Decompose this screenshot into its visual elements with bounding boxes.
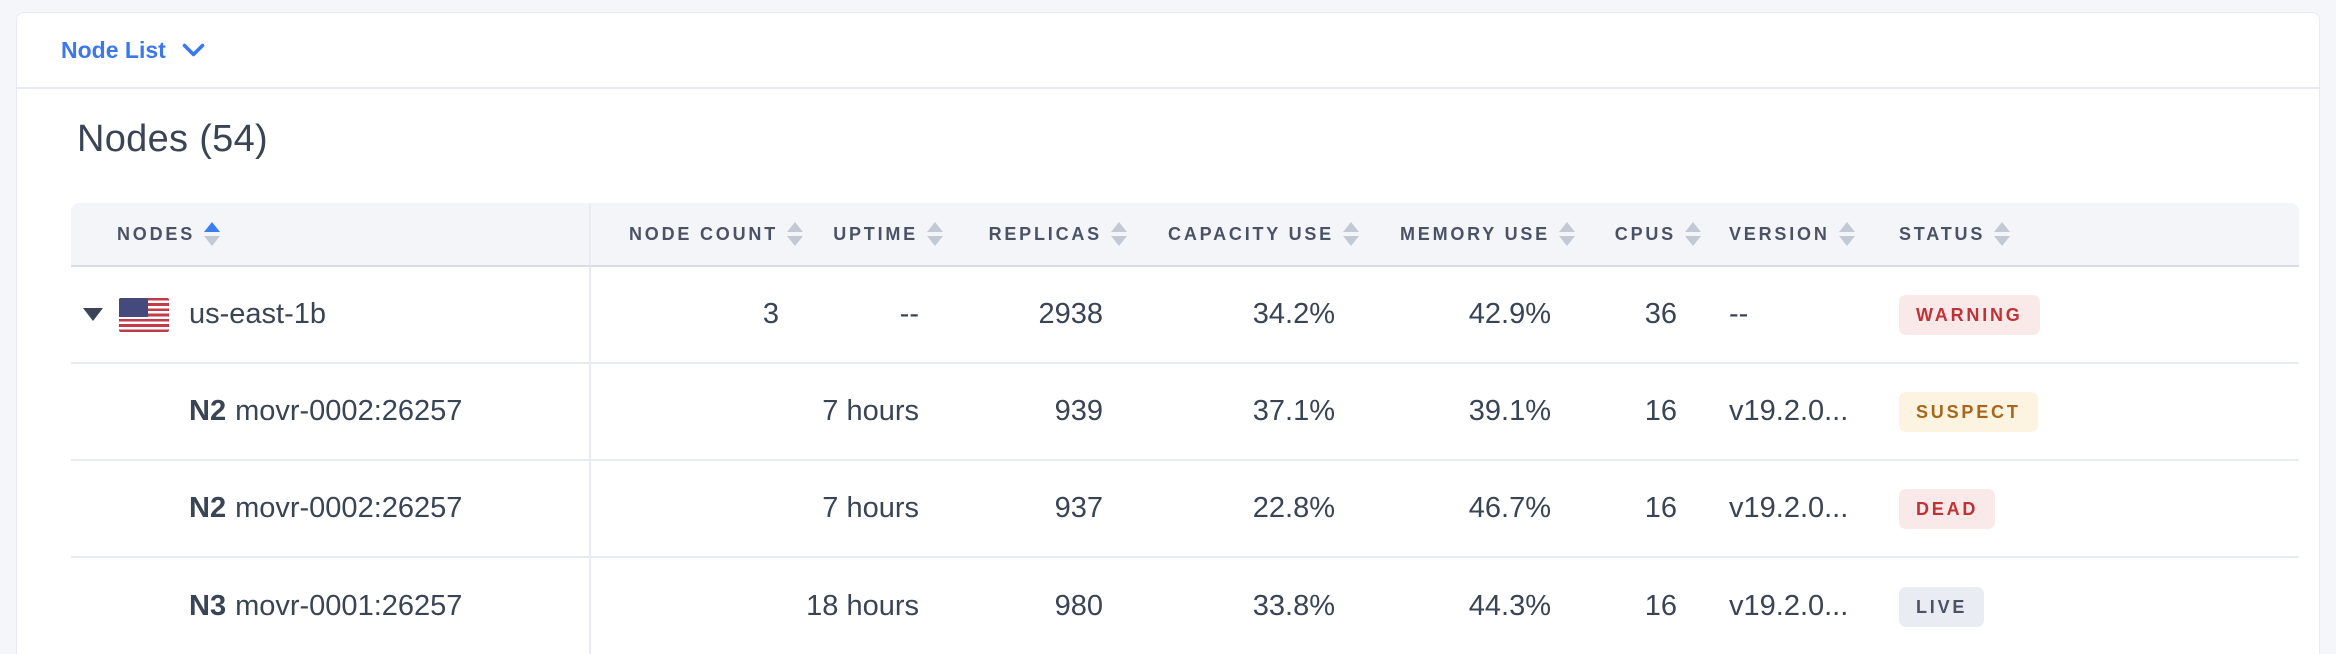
region-row: us-east-1b 3 -- 2938 34.2% 42.9% 36 -- WARNING	[71, 267, 2299, 364]
status-badge-warning: WARNING	[1899, 294, 2040, 335]
cell-replicas: 937	[945, 461, 1129, 558]
sort-icon	[787, 222, 803, 246]
nodes-table: NODES NODE COUNT UPTIME REPLICAS CAPACITY US…	[71, 203, 2299, 654]
cell-nodes: N3 movr-0001:26257	[71, 558, 591, 654]
column-header-status[interactable]: STATUS	[1873, 203, 2299, 267]
cell-node-count	[591, 461, 805, 558]
node-address[interactable]: movr-0002:26257	[235, 395, 463, 427]
us-flag-icon	[119, 297, 169, 332]
node-row: N2 movr-0002:26257 7 hours 939 37.1% 39.1% 16 v…	[71, 364, 2299, 461]
card-body: Nodes (54) NODES NODE COUNT UPTIME REPLICAS…	[17, 117, 2319, 654]
cell-node-count	[591, 558, 805, 654]
node-row: N2 movr-0002:26257 7 hours 937 22.8% 46.7% 16 v…	[71, 461, 2299, 558]
column-label-status: STATUS	[1899, 223, 1986, 244]
node-list-dropdown[interactable]: Node List	[61, 37, 205, 64]
chevron-down-icon	[182, 43, 205, 56]
cell-nodes: N2 movr-0002:26257	[71, 461, 591, 558]
cell-cpus: 16	[1577, 558, 1703, 654]
column-header-nodes[interactable]: NODES	[71, 203, 591, 267]
sort-icon	[1343, 222, 1359, 246]
status-badge-suspect: SUSPECT	[1899, 391, 2038, 432]
cell-version: --	[1703, 267, 1873, 364]
cell-capacity-use: 22.8%	[1129, 461, 1361, 558]
column-header-cpus[interactable]: CPUS	[1577, 203, 1703, 267]
column-label-memory_use: MEMORY USE	[1399, 223, 1550, 244]
column-header-capacity_use[interactable]: CAPACITY USE	[1129, 203, 1361, 267]
cell-status: SUSPECT	[1873, 364, 2299, 461]
column-label-replicas: REPLICAS	[988, 223, 1102, 244]
cell-nodes: N2 movr-0002:26257	[71, 364, 591, 461]
sort-icon	[1994, 222, 2011, 246]
page-title: Nodes (54)	[77, 118, 268, 160]
cell-status: WARNING	[1873, 267, 2299, 364]
column-label-version: VERSION	[1729, 223, 1830, 244]
status-badge-dead: DEAD	[1899, 488, 1996, 529]
cell-replicas: 980	[945, 558, 1129, 654]
column-label-node_count: NODE COUNT	[629, 223, 778, 244]
cell-capacity-use: 34.2%	[1129, 267, 1361, 364]
cell-capacity-use: 33.8%	[1129, 558, 1361, 654]
cell-uptime: 7 hours	[805, 461, 945, 558]
status-badge-live: LIVE	[1899, 586, 1985, 627]
node-list-card: Node List Nodes (54) NODES NODE COUNT UPTI…	[16, 12, 2320, 654]
cell-node-count: 3	[591, 267, 805, 364]
cell-status: DEAD	[1873, 461, 2299, 558]
column-header-node_count[interactable]: NODE COUNT	[591, 203, 805, 267]
cell-uptime: --	[805, 267, 945, 364]
column-header-replicas[interactable]: REPLICAS	[945, 203, 1129, 267]
cell-cpus: 16	[1577, 364, 1703, 461]
flag-canton	[119, 297, 148, 317]
column-label-nodes: NODES	[117, 223, 196, 244]
cell-memory-use: 42.9%	[1361, 267, 1577, 364]
cell-memory-use: 39.1%	[1361, 364, 1577, 461]
cell-replicas: 939	[945, 364, 1129, 461]
cell-nodes: us-east-1b	[71, 267, 591, 364]
sort-icon	[1838, 222, 1855, 246]
cell-node-count	[591, 364, 805, 461]
view-switcher-bar: Node List	[17, 13, 2319, 89]
column-label-uptime: UPTIME	[833, 223, 918, 244]
node-id: N2	[189, 395, 227, 427]
cell-version: v19.2.0...	[1703, 461, 1873, 558]
cell-replicas: 2938	[945, 267, 1129, 364]
node-id: N2	[189, 492, 227, 524]
sort-icon	[204, 222, 221, 246]
cell-cpus: 36	[1577, 267, 1703, 364]
cell-capacity-use: 37.1%	[1129, 364, 1361, 461]
cell-uptime: 18 hours	[805, 558, 945, 654]
cell-status: LIVE	[1873, 558, 2299, 654]
sort-icon	[927, 222, 943, 246]
column-header-version[interactable]: VERSION	[1703, 203, 1873, 267]
sort-icon	[1559, 222, 1575, 246]
column-label-capacity_use: CAPACITY USE	[1168, 223, 1334, 244]
caret-box	[83, 308, 119, 321]
table-header: NODES NODE COUNT UPTIME REPLICAS CAPACITY US…	[71, 203, 2299, 267]
node-row: N3 movr-0001:26257 18 hours 980 33.8% 44.3% 16…	[71, 558, 2299, 654]
node-list-dropdown-label: Node List	[61, 36, 166, 63]
cell-uptime: 7 hours	[805, 364, 945, 461]
cell-memory-use: 44.3%	[1361, 558, 1577, 654]
cell-version: v19.2.0...	[1703, 558, 1873, 654]
sort-icon	[1111, 222, 1127, 246]
node-address[interactable]: movr-0001:26257	[235, 590, 463, 622]
table-body: us-east-1b 3 -- 2938 34.2% 42.9% 36 -- WARNING N2…	[71, 267, 2299, 654]
cell-memory-use: 46.7%	[1361, 461, 1577, 558]
node-address[interactable]: movr-0002:26257	[235, 492, 463, 524]
column-label-cpus: CPUS	[1614, 223, 1676, 244]
cell-cpus: 16	[1577, 461, 1703, 558]
node-id: N3	[189, 590, 227, 622]
cell-version: v19.2.0...	[1703, 364, 1873, 461]
table-header-row: NODES NODE COUNT UPTIME REPLICAS CAPACITY US…	[71, 203, 2299, 267]
region-name: us-east-1b	[189, 298, 327, 330]
expand-caret-icon[interactable]	[83, 308, 103, 321]
column-header-uptime[interactable]: UPTIME	[805, 203, 945, 267]
sort-icon	[1685, 222, 1701, 246]
column-header-memory_use[interactable]: MEMORY USE	[1361, 203, 1577, 267]
